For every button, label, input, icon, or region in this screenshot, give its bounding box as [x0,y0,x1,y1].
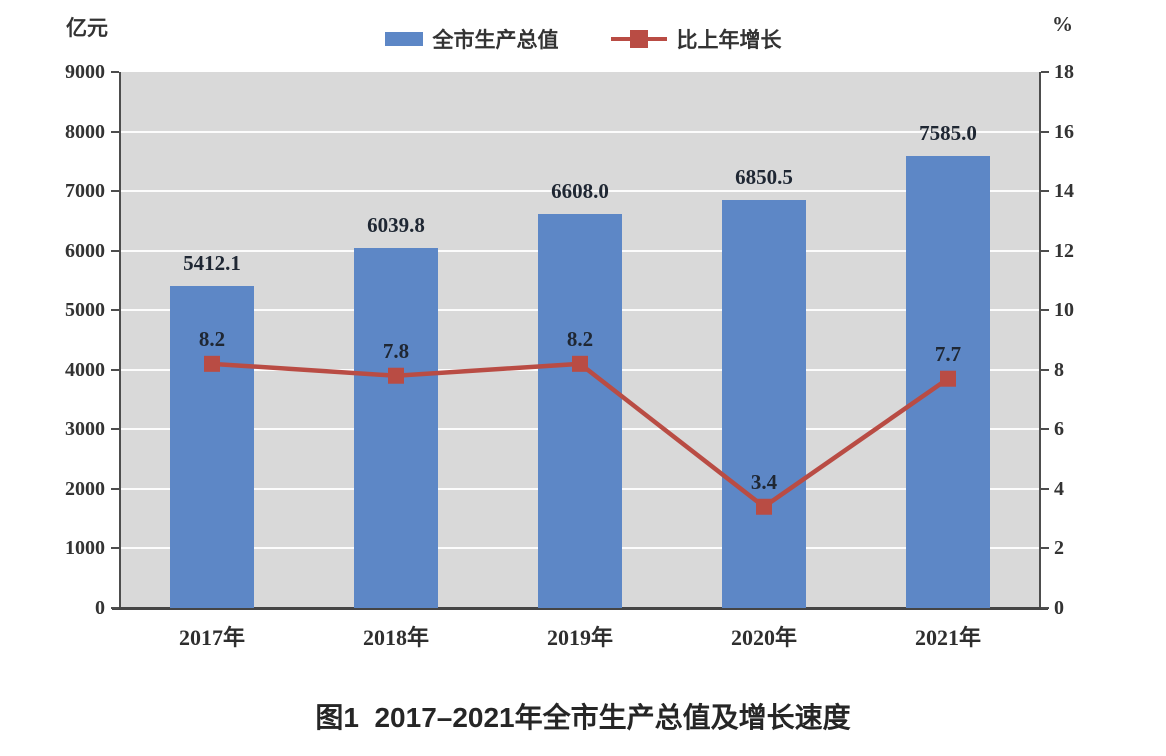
right-axis-tick-label: 14 [1054,180,1074,203]
right-axis-tick [1041,607,1049,609]
growth-value-label: 7.8 [382,338,410,363]
left-axis-unit-label: 亿元 [66,16,108,40]
right-axis-tick-label: 12 [1054,239,1074,262]
bar-value-label: 7585.0 [919,121,977,146]
line-series-swatch [610,30,667,48]
right-axis-tick [1041,547,1049,550]
bar-value-label: 6039.8 [367,213,425,238]
left-axis-tick [111,487,119,490]
left-axis-tick-label: 9000 [65,61,105,83]
bar-value-label: 6608.0 [551,179,609,204]
left-axis-tick-label: 1000 [65,537,105,560]
left-axis-tick-label: 7000 [65,180,105,203]
x-axis-label-2020年: 2020年 [730,625,797,650]
right-axis-tick-label: 10 [1054,299,1074,322]
legend-label-growth: 比上年增长 [676,28,782,52]
left-axis-tick-label: 6000 [65,239,105,262]
bar-2021年 [906,156,990,608]
right-axis-tick [1041,428,1049,431]
left-axis-tick [111,428,119,431]
growth-value-label: 7.7 [934,341,962,366]
growth-value-label: 8.2 [566,326,594,351]
right-axis-tick-label: 8 [1054,358,1064,381]
left-axis-tick [111,130,119,133]
legend: 全市生产总值 比上年增长 [0,24,1166,54]
x-axis-label-2018年: 2018年 [362,625,429,650]
bar-value-label: 6850.5 [735,165,793,189]
right-axis-unit-label: % [1052,12,1073,36]
left-axis-tick-label: 5000 [65,299,105,322]
growth-value-label: 3.4 [750,469,778,494]
right-axis-tick-label: 0 [1054,597,1064,619]
x-axis-line [112,607,1048,610]
left-axis-tick-label: 0 [95,597,105,619]
bar-2019年 [538,214,622,608]
left-axis-tick [111,368,119,371]
bar-value-label: 5412.1 [183,250,241,275]
left-axis-tick [111,309,119,312]
right-axis-tick [1041,190,1049,193]
x-axis-label-2019年: 2019年 [546,625,613,650]
bar-2018年 [354,248,438,608]
left-axis-tick [111,190,119,193]
left-axis-tick-label: 4000 [65,358,105,381]
x-axis-label-2017年: 2017年 [178,625,245,650]
growth-value-label: 8.2 [198,326,226,351]
gridline [120,190,1040,193]
right-axis-tick-label: 2 [1054,537,1064,560]
left-axis-tick-label: 2000 [65,477,105,500]
right-axis-tick-label: 16 [1054,120,1074,143]
line-swatch-marker [629,30,648,48]
right-axis-tick-label: 6 [1054,418,1064,441]
chart-title: 图1 2017–2021年全市生产总值及增长速度 [315,702,851,733]
right-axis-line [1039,72,1041,610]
gridline [120,130,1040,133]
right-axis-tick [1041,130,1049,133]
right-axis-tick-label: 18 [1054,61,1074,83]
x-axis-label-2021年: 2021年 [914,625,981,650]
legend-item-gdp: 全市生产总值 [384,24,559,54]
right-axis-tick [1041,71,1049,73]
left-axis-tick-label: 8000 [65,120,105,143]
left-axis-tick [111,547,119,550]
bar-2020年 [722,200,806,608]
legend-item-growth: 比上年增长 [610,24,782,54]
right-axis-tick [1041,309,1049,312]
right-axis-tick [1041,487,1049,490]
right-axis-tick [1041,368,1049,371]
left-axis-line [119,72,121,610]
legend-label-gdp: 全市生产总值 [432,28,559,52]
left-axis-tick [111,249,119,252]
left-axis-tick [111,71,119,73]
left-axis-tick-label: 3000 [65,418,105,441]
right-axis-tick-label: 4 [1054,477,1064,500]
right-axis-tick [1041,249,1049,252]
bar-series-swatch [384,32,423,46]
left-axis-tick [111,607,119,609]
